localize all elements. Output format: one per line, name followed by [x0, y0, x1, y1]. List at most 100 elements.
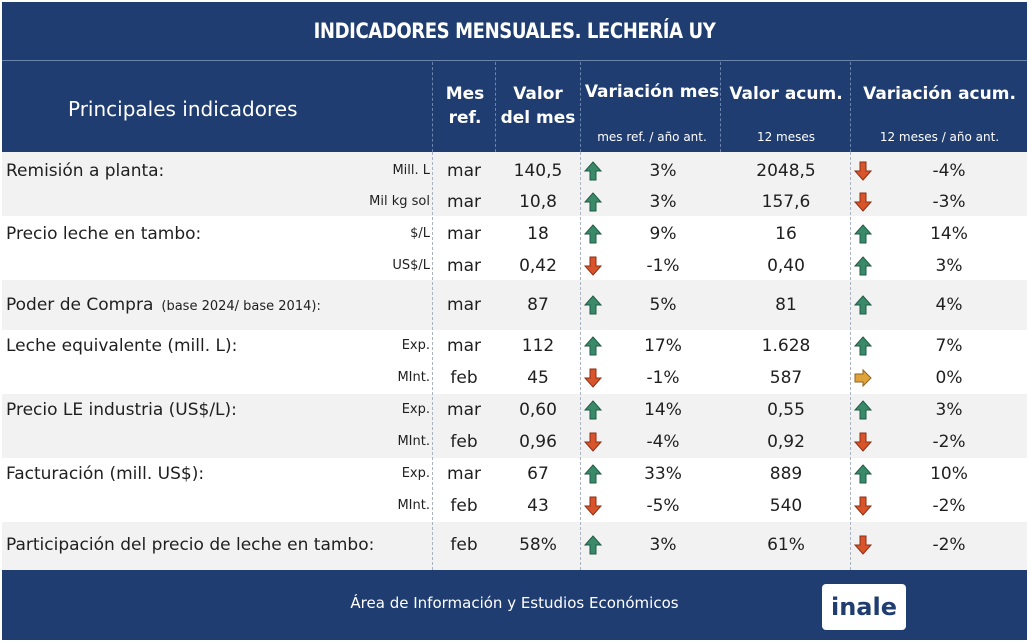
- cell-variacion-mes: -5%: [646, 496, 680, 516]
- table-body: Remisión a planta: Mill. L mar 140,5 3% 2048,…: [2, 152, 1027, 570]
- cell-variacion-mes: 17%: [644, 336, 682, 356]
- arrow-up-icon: [853, 295, 873, 315]
- cell-valor-mes: 18: [527, 224, 549, 244]
- cell-mes-ref: mar: [447, 256, 481, 276]
- arrow-up-icon: [853, 256, 873, 276]
- arrow-up-icon: [853, 224, 873, 244]
- header-variacion-acum-sub: 12 meses / año ant.: [879, 130, 1000, 144]
- arrow-up-icon: [853, 336, 873, 356]
- row-label: Facturación (mill. US$):: [6, 464, 205, 484]
- footer-text: Área de Información y Estudios Económico…: [350, 594, 679, 612]
- cell-mes-ref: feb: [450, 496, 478, 516]
- cell-variacion-mes: -1%: [646, 256, 680, 276]
- row-unit: Exp.: [401, 402, 430, 417]
- arrow-down-icon: [583, 256, 603, 276]
- column-divider: [850, 152, 851, 570]
- row-unit: MInt.: [397, 370, 430, 385]
- cell-valor-acum: 540: [769, 496, 803, 516]
- header-mes-ref: Mes ref.: [445, 84, 485, 128]
- cell-variacion-acum: -3%: [932, 192, 966, 212]
- cell-valor-mes: 0,60: [519, 400, 557, 420]
- cell-variacion-mes: 33%: [644, 464, 682, 484]
- cell-variacion-acum: 4%: [935, 295, 963, 315]
- header-divider: [495, 62, 496, 152]
- cell-variacion-acum: -2%: [932, 535, 966, 555]
- cell-valor-mes: 140,5: [513, 161, 563, 181]
- arrow-up-icon: [583, 336, 603, 356]
- row-label-note: (base 2024/ base 2014):: [161, 299, 321, 314]
- header-valor-acum-sub: 12 meses: [756, 130, 816, 144]
- header-divider: [850, 62, 851, 152]
- cell-variacion-acum: 7%: [935, 336, 963, 356]
- cell-mes-ref: mar: [447, 295, 481, 315]
- cell-valor-mes: 87: [527, 295, 549, 315]
- inale-logo: inale: [822, 584, 906, 630]
- row-label: Participación del precio de leche en tam…: [6, 535, 375, 555]
- cell-valor-acum: 0,40: [767, 256, 805, 276]
- cell-mes-ref: mar: [447, 336, 481, 356]
- row-unit: $/L: [410, 226, 430, 241]
- page-title: INDICADORES MENSUALES. LECHERÍA UY: [313, 19, 716, 43]
- cell-variacion-acum: -4%: [932, 161, 966, 181]
- cell-mes-ref: feb: [450, 432, 478, 452]
- header-variacion-acum: Variación acum.: [863, 84, 1016, 104]
- arrow-up-icon: [583, 295, 603, 315]
- cell-valor-acum: 16: [775, 224, 797, 244]
- header-valor-acum: Valor acum.: [729, 84, 843, 104]
- cell-valor-mes: 45: [527, 368, 549, 388]
- title-divider: [2, 60, 1027, 61]
- cell-mes-ref: feb: [450, 535, 478, 555]
- cell-variacion-acum: 0%: [935, 368, 963, 388]
- cell-valor-acum: 889: [769, 464, 803, 484]
- arrow-up-icon: [583, 192, 603, 212]
- cell-variacion-mes: 14%: [644, 400, 682, 420]
- arrow-down-icon: [853, 432, 873, 452]
- cell-variacion-mes: 3%: [649, 535, 677, 555]
- cell-valor-acum: 81: [775, 295, 797, 315]
- row-unit: Exp.: [401, 338, 430, 353]
- row-label: Remisión a planta:: [6, 161, 165, 181]
- cell-valor-acum: 587: [769, 368, 803, 388]
- cell-valor-mes: 10,8: [519, 192, 557, 212]
- arrow-down-icon: [853, 192, 873, 212]
- cell-valor-acum: 0,55: [767, 400, 805, 420]
- column-divider: [432, 152, 433, 570]
- cell-valor-mes: 0,96: [519, 432, 557, 452]
- arrow-up-icon: [583, 535, 603, 555]
- cell-variacion-acum: -2%: [932, 432, 966, 452]
- row-label: Precio LE industria (US$/L):: [6, 400, 237, 420]
- cell-variacion-acum: 14%: [930, 224, 968, 244]
- cell-variacion-mes: -1%: [646, 368, 680, 388]
- row-unit: Mil kg sol: [369, 194, 430, 209]
- arrow-up-icon: [583, 400, 603, 420]
- cell-variacion-acum: 3%: [935, 400, 963, 420]
- cell-variacion-acum: 3%: [935, 256, 963, 276]
- cell-valor-mes: 0,42: [519, 256, 557, 276]
- row-band: [2, 394, 1027, 458]
- header-divider: [720, 62, 721, 152]
- row-unit: US$/L: [392, 258, 430, 273]
- cell-valor-mes: 112: [521, 336, 555, 356]
- header-divider: [580, 62, 581, 152]
- cell-variacion-mes: 3%: [649, 161, 677, 181]
- row-unit: MInt.: [397, 434, 430, 449]
- arrow-up-icon: [583, 224, 603, 244]
- cell-valor-acum: 157,6: [761, 192, 811, 212]
- cell-valor-mes: 58%: [519, 535, 557, 555]
- cell-variacion-mes: 5%: [649, 295, 677, 315]
- row-label: Poder de Compra (base 2024/ base 2014):: [6, 295, 321, 315]
- cell-variacion-mes: 3%: [649, 192, 677, 212]
- arrow-down-icon: [853, 535, 873, 555]
- cell-mes-ref: mar: [447, 161, 481, 181]
- arrow-down-icon: [583, 432, 603, 452]
- header-divider: [432, 62, 433, 152]
- cell-valor-mes: 67: [527, 464, 549, 484]
- arrow-up-icon: [583, 161, 603, 181]
- cell-valor-acum: 1.628: [761, 336, 811, 356]
- cell-valor-mes: 43: [527, 496, 549, 516]
- header-valor-del-mes: Valor del mes: [500, 84, 576, 128]
- arrow-down-icon: [583, 496, 603, 516]
- row-unit: Mill. L: [392, 163, 430, 178]
- cell-variacion-mes: -4%: [646, 432, 680, 452]
- row-label: Leche equivalente (mill. L):: [6, 336, 238, 356]
